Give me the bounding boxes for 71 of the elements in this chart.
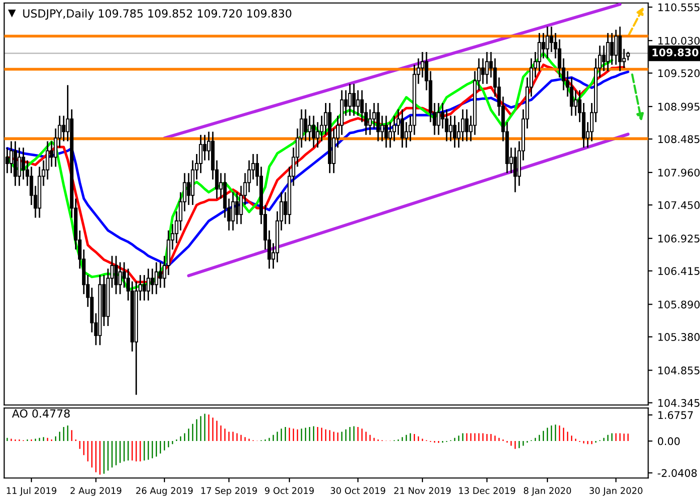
y-tick-label: 106.415	[658, 267, 700, 275]
y-tick-label: 0.00	[658, 437, 680, 446]
candlestick	[376, 102, 380, 142]
candlestick	[481, 58, 485, 85]
candlestick	[348, 83, 352, 116]
candlestick	[186, 172, 190, 206]
candlestick	[448, 115, 452, 142]
x-tick-label: 26 Aug 2019	[136, 487, 193, 496]
candlestick	[202, 134, 207, 162]
candlestick	[50, 140, 54, 168]
candlestick	[452, 115, 456, 148]
candlestick	[400, 108, 404, 148]
candlestick	[18, 146, 22, 187]
y-tick-label: 105.380	[658, 333, 700, 341]
candlestick	[352, 83, 356, 116]
y-tick-label: 106.925	[658, 234, 700, 243]
x-tick-label: 11 Jul 2019	[6, 487, 56, 496]
candlestick	[610, 32, 614, 66]
candlestick	[142, 274, 146, 302]
candlestick	[602, 44, 606, 72]
x-tick-label: 30 Jan 2020	[590, 487, 642, 496]
x-tick-label: 17 Sep 2019	[201, 487, 257, 496]
y-tick-label: 107.450	[658, 201, 700, 210]
candlestick	[546, 26, 550, 60]
candlestick	[513, 146, 517, 193]
candlestick	[465, 108, 469, 142]
candlestick	[62, 115, 66, 142]
y-tick-label: 105.890	[658, 300, 700, 308]
x-tick-label: 9 Oct 2019	[264, 487, 314, 494]
text: USDJPY,Daily 109.785 109.852 109.720 109.830	[23, 9, 292, 20]
candlestick	[550, 26, 554, 53]
candlestick	[614, 29, 618, 66]
y-tick-label: 107.960	[658, 168, 700, 177]
y-tick-label: 108.995	[658, 102, 700, 111]
candlestick	[356, 90, 360, 116]
candlestick	[308, 115, 312, 142]
candlestick	[46, 140, 50, 180]
y-tick-label: 109.520	[658, 69, 700, 78]
x-tick-label: 21 Nov 2019	[394, 487, 451, 494]
candlestick	[485, 51, 489, 85]
candlestick	[436, 102, 440, 136]
x-tick-label: 8 Jan 2020	[524, 487, 572, 496]
x-tick-label: 2 Aug 2019	[70, 487, 122, 496]
candlestick	[384, 115, 388, 148]
y-tick-label: 104.345	[658, 398, 700, 407]
candlestick	[312, 115, 316, 148]
x-tick-label: 13 Dec 2019	[459, 487, 516, 494]
candlestick	[231, 192, 235, 232]
candlestick	[380, 115, 384, 142]
y-tick-label: 110.030	[658, 36, 700, 45]
candlestick	[542, 32, 546, 60]
candlestick	[114, 255, 118, 295]
candlestick	[150, 268, 154, 295]
candlestick	[146, 268, 150, 302]
candlestick	[9, 140, 14, 174]
ref-line-label: 109.830	[652, 48, 698, 56]
x-tick-label: 30 Oct 2019	[330, 487, 386, 494]
candlestick	[606, 32, 610, 72]
y-tick-label: 104.855	[658, 366, 700, 374]
y-tick-label: -2.0408	[658, 469, 697, 477]
candlestick	[154, 262, 158, 295]
chart-title: AO 0.4778	[12, 409, 70, 418]
candlestick	[304, 108, 308, 142]
candlestick	[235, 192, 239, 225]
y-tick-label: 1.6757	[658, 411, 693, 420]
y-tick-label: 108.485	[658, 135, 700, 144]
y-tick-label: 110.555	[658, 3, 700, 12]
candlestick	[158, 262, 162, 288]
candlestick	[372, 102, 376, 130]
candlestick	[118, 262, 122, 295]
candlestick	[574, 90, 578, 116]
